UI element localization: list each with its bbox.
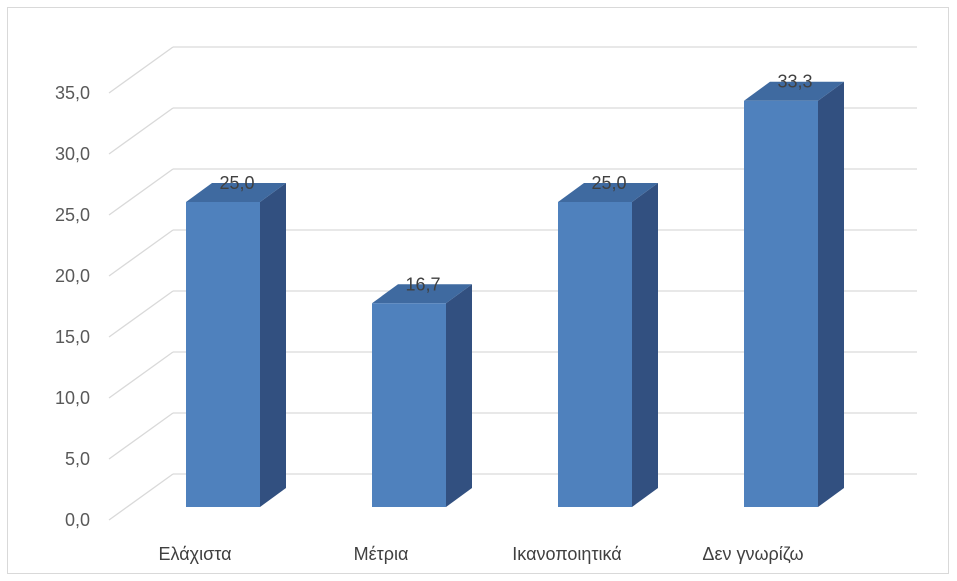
y-tick-label: 20,0 xyxy=(55,266,90,286)
data-label: 25,0 xyxy=(219,173,254,193)
y-tick-label: 30,0 xyxy=(55,144,90,164)
y-tick-label: 35,0 xyxy=(55,83,90,103)
bar-front xyxy=(558,202,632,507)
bar xyxy=(186,183,286,507)
gridline-diagonal xyxy=(108,107,174,155)
bar-top xyxy=(372,284,472,304)
y-tick-label: 25,0 xyxy=(55,205,90,225)
bar-top xyxy=(744,81,844,101)
gridline-diagonal xyxy=(108,229,174,277)
gridline-diagonal xyxy=(108,290,174,338)
bar-front xyxy=(744,100,818,508)
category-label: Ελάχιστα xyxy=(159,544,232,564)
bar-side xyxy=(632,183,658,507)
gridline-diagonal xyxy=(108,351,174,399)
data-label: 33,3 xyxy=(777,72,812,92)
bar xyxy=(372,284,472,507)
bars xyxy=(186,81,844,508)
gridline-diagonal xyxy=(108,46,174,94)
gridline-diagonal xyxy=(108,473,174,521)
y-tick-label: 15,0 xyxy=(55,327,90,347)
gridline-diagonal xyxy=(108,168,174,216)
bar xyxy=(744,81,844,508)
gridline-diagonal xyxy=(108,412,174,460)
bar-side xyxy=(446,284,472,507)
bar-front xyxy=(186,202,260,507)
bar-side xyxy=(818,81,844,508)
y-tick-label: 5,0 xyxy=(65,449,90,469)
x-axis-labels: Ελάχιστα Μέτρια Ικανοποιητικά Δεν γνωρίζω xyxy=(159,544,804,564)
category-label: Μέτρια xyxy=(354,544,409,564)
data-label: 25,0 xyxy=(591,173,626,193)
y-axis-ticks: 0,0 5,0 10,0 15,0 20,0 25,0 30,0 35,0 xyxy=(55,83,90,530)
bar xyxy=(558,183,658,507)
category-label: Δεν γνωρίζω xyxy=(702,544,803,564)
y-tick-label: 10,0 xyxy=(55,388,90,408)
bar-top xyxy=(558,183,658,202)
data-label: 16,7 xyxy=(405,274,440,294)
data-labels: 25,0 16,7 25,0 33,3 xyxy=(219,72,812,295)
bar-side xyxy=(260,183,286,507)
category-label: Ικανοποιητικά xyxy=(512,544,621,564)
bar-top xyxy=(186,183,286,202)
bar-front xyxy=(372,303,446,507)
y-tick-label: 0,0 xyxy=(65,510,90,530)
